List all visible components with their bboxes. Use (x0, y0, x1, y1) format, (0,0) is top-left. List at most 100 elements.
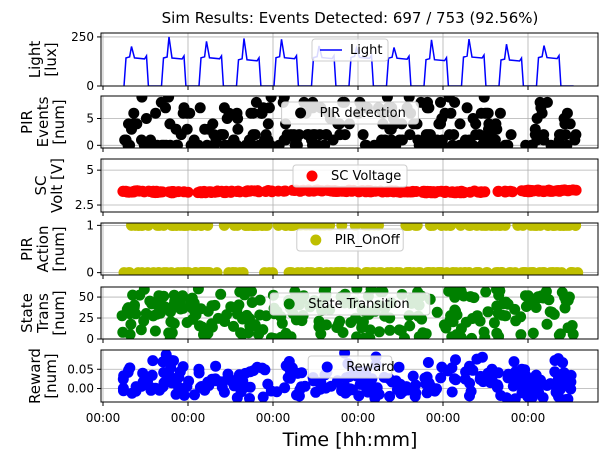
data-point (474, 373, 486, 385)
series-4 (118, 223, 584, 275)
data-point (446, 386, 458, 398)
data-point (414, 267, 426, 275)
data-point (407, 185, 419, 197)
data-point (160, 102, 171, 114)
data-point (393, 361, 405, 373)
data-point (385, 123, 397, 135)
data-point (173, 381, 184, 393)
data-point (357, 129, 369, 141)
data-point (221, 113, 233, 124)
data-point (440, 322, 452, 334)
y-axis-label: Reward (26, 348, 44, 404)
legend-box (311, 38, 389, 62)
data-point (512, 223, 524, 231)
data-point (159, 301, 171, 313)
data-point (193, 367, 205, 379)
data-point (505, 267, 517, 275)
data-point (354, 378, 366, 390)
data-point (282, 372, 294, 384)
data-point (144, 295, 156, 307)
data-point (254, 309, 266, 321)
data-point (455, 223, 467, 231)
data-point (318, 139, 330, 148)
y-axis-label: [lux] (42, 42, 60, 76)
data-point (487, 375, 498, 387)
data-point (314, 267, 326, 275)
data-point (545, 139, 557, 148)
data-point (407, 370, 419, 382)
data-point (510, 315, 522, 327)
data-point (215, 288, 227, 300)
data-point (247, 107, 259, 119)
data-point (565, 267, 577, 275)
data-point (470, 118, 482, 130)
data-point (265, 96, 277, 103)
data-point (241, 139, 253, 148)
data-point (231, 107, 243, 119)
data-point (417, 139, 429, 148)
data-point (465, 385, 477, 397)
data-point (431, 306, 443, 318)
data-point (223, 139, 235, 148)
data-point (449, 96, 461, 108)
data-point (536, 107, 548, 119)
y-axis-label: State (18, 293, 36, 333)
data-point (548, 308, 560, 320)
y-tick-label: 0 (86, 79, 94, 93)
legend-dot-marker (306, 170, 318, 182)
data-point (198, 329, 209, 339)
data-point (262, 134, 274, 146)
data-point (202, 305, 214, 317)
data-point (135, 324, 147, 336)
axes-frame (100, 286, 599, 340)
y-tick-label: 5 (86, 112, 94, 126)
data-point (210, 134, 222, 146)
y-axis-label: Trans (34, 293, 52, 334)
data-point (188, 297, 200, 309)
data-point (177, 361, 189, 373)
data-point (557, 357, 569, 369)
data-point (291, 139, 303, 148)
legend-box (307, 355, 393, 379)
data-point (280, 134, 292, 146)
data-point (244, 393, 255, 402)
data-point (530, 372, 542, 384)
data-point (127, 289, 139, 301)
data-point (426, 134, 438, 146)
data-point (346, 267, 358, 275)
data-point (527, 327, 539, 339)
data-point (461, 102, 473, 114)
data-point (552, 389, 564, 400)
data-point (195, 223, 207, 231)
data-point (320, 129, 332, 141)
data-point (209, 373, 221, 385)
data-point (117, 326, 129, 338)
legend-label: State Transition (308, 297, 409, 312)
data-point (256, 362, 268, 374)
data-point (478, 96, 490, 103)
data-point (254, 294, 266, 306)
data-point (194, 381, 206, 393)
data-point (366, 267, 378, 275)
data-point (427, 223, 439, 231)
data-point (211, 267, 223, 275)
data-point (293, 129, 305, 141)
data-point (385, 267, 396, 275)
data-point (296, 267, 308, 275)
data-point (486, 363, 498, 375)
data-point (531, 134, 543, 146)
data-point (118, 370, 130, 382)
data-point (228, 223, 240, 231)
data-point (165, 362, 177, 374)
y-tick-label: 0 (86, 266, 94, 280)
y-axis-label: [num] (42, 353, 60, 398)
legend-dot-marker (283, 298, 295, 310)
data-point (331, 267, 343, 275)
data-point (226, 185, 238, 197)
data-point (480, 287, 492, 298)
data-point (309, 129, 321, 141)
data-point (164, 139, 176, 148)
data-point (147, 355, 159, 367)
legend-box (292, 164, 408, 188)
